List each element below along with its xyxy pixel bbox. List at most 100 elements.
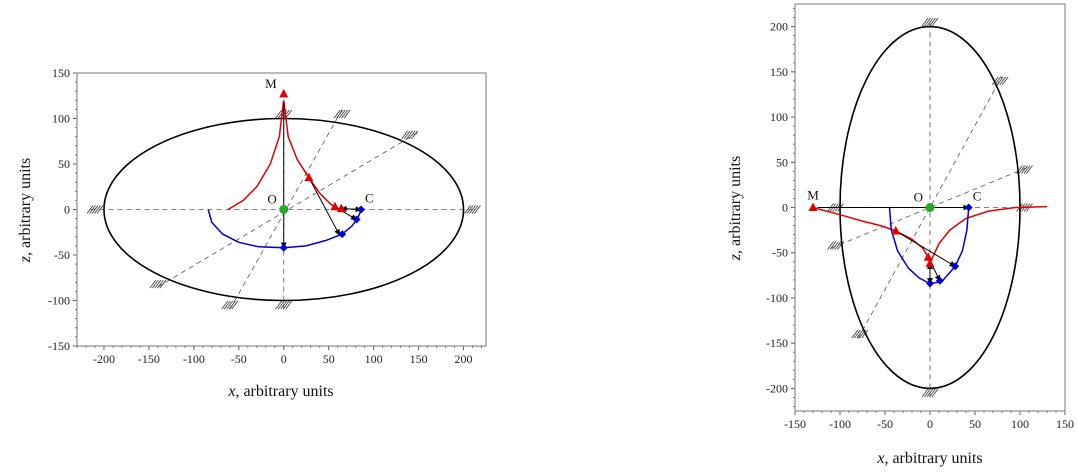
markers — [279, 88, 366, 252]
hatch-stroke — [924, 17, 931, 27]
hatch-stroke — [228, 300, 236, 310]
y-tick-label: -50 — [772, 246, 788, 260]
hatch-stroke — [226, 300, 234, 310]
hatch-stroke — [86, 205, 94, 214]
hatch-mark — [464, 205, 481, 214]
y-tick-label: -200 — [766, 381, 788, 395]
hatch-stroke — [931, 388, 939, 398]
blue-diamond-marker — [951, 262, 960, 271]
hatch-mark — [86, 205, 104, 214]
hatch-stroke — [280, 300, 288, 310]
hatch-stroke — [471, 205, 479, 214]
hatch-stroke — [149, 279, 157, 289]
hatch-stroke — [1001, 76, 1009, 86]
hatch-stroke — [829, 241, 837, 250]
blue-diamond-marker — [279, 243, 288, 252]
x-tick-label: -50 — [231, 352, 247, 366]
construction-line — [229, 109, 343, 310]
hatch-stroke — [343, 109, 351, 119]
blue-diamond-marker — [935, 276, 944, 285]
x-tick-label: -100 — [829, 417, 851, 431]
hatch-stroke — [89, 205, 96, 214]
construction-line — [157, 131, 419, 288]
hatch-stroke — [223, 300, 231, 310]
point-label-O: O — [267, 192, 276, 207]
hatch-stroke — [91, 205, 99, 214]
hatch-mark — [149, 279, 167, 289]
arrow — [895, 230, 956, 267]
point-label-C: C — [973, 189, 982, 204]
markers — [808, 202, 973, 288]
red-triangle-marker — [923, 252, 933, 261]
red-triangle-marker — [279, 88, 289, 98]
hatch-stroke — [827, 241, 834, 250]
hatch-stroke — [856, 329, 864, 339]
ticks: -200 -150 -100 -50 0 50 100 150 200 -150 -100 -50 0 5… — [48, 66, 483, 366]
x-tick-label: 50 — [323, 352, 335, 366]
x-tick-label: -50 — [877, 417, 893, 431]
blue-diamond-marker — [964, 203, 973, 212]
hatch-stroke — [231, 300, 239, 310]
red-triangle-marker — [925, 258, 935, 268]
red-triangle-marker — [808, 202, 818, 211]
hatch-mark — [401, 130, 418, 140]
x-axis-title: x, arbitrary units — [876, 450, 982, 467]
hatch-stroke — [338, 109, 346, 119]
red-triangle-marker — [336, 203, 346, 213]
hatch-stroke — [94, 205, 101, 214]
hatch-stroke — [411, 130, 418, 140]
x-tick-label: 0 — [281, 352, 287, 366]
green-origin-marker — [279, 205, 289, 214]
y-tick-label: 200 — [770, 20, 788, 34]
hatch-mark — [333, 109, 351, 119]
hatch-stroke — [159, 279, 167, 289]
hatch-stroke — [1018, 165, 1026, 174]
y-tick-label: -150 — [766, 336, 788, 350]
chart-right: -150 -100 -50 0 50 100 150 -200 -150 -100 -50 0 50 10… — [727, 3, 1074, 467]
hatch-stroke — [832, 241, 839, 250]
x-tick-label: -150 — [784, 417, 806, 431]
hatch-stroke — [1021, 165, 1028, 174]
hatch-stroke — [285, 300, 293, 310]
x-tick-label: 150 — [1056, 417, 1074, 431]
point-label-C: C — [365, 191, 374, 206]
hatch-stroke — [275, 109, 283, 119]
hatch-stroke — [853, 329, 861, 339]
hatch-stroke — [333, 109, 341, 119]
blue-diamond-marker — [338, 230, 347, 239]
x-tick-label: -150 — [138, 352, 160, 366]
blue-diamond-marker — [357, 205, 366, 214]
hatch-stroke — [403, 130, 411, 140]
y-axis-title: z, arbitrary units — [727, 156, 744, 261]
blue-diamond-marker — [352, 215, 361, 224]
hatch-stroke — [921, 17, 929, 27]
hatch-stroke — [996, 76, 1004, 86]
y-tick-label: 100 — [770, 110, 788, 124]
y-tick-label: -50 — [54, 248, 70, 262]
arrow — [308, 177, 340, 236]
hatch-stroke — [926, 17, 934, 27]
hatch-stroke — [921, 388, 929, 398]
hatch-stroke — [464, 205, 471, 214]
hatch-stroke — [929, 388, 936, 398]
point-labels: M O C — [265, 76, 374, 207]
hatch-stroke — [469, 205, 476, 214]
x-tick-label: -200 — [93, 352, 115, 366]
x-axis-title: x, arbitrary units — [227, 383, 333, 400]
x-tick-label: 100 — [1011, 417, 1029, 431]
hatch-stroke — [275, 300, 283, 310]
y-tick-label: 50 — [58, 157, 70, 171]
y-tick-label: 150 — [770, 65, 788, 79]
point-label-O: O — [914, 190, 923, 205]
point-label-M: M — [265, 76, 277, 91]
hatch-stroke — [929, 17, 936, 27]
hatch-stroke — [851, 329, 859, 339]
hatch-stroke — [834, 241, 842, 250]
hatch-stroke — [408, 130, 416, 140]
hatch-stroke — [466, 205, 474, 214]
x-tick-label: 100 — [365, 352, 383, 366]
hatch-stroke — [341, 109, 348, 119]
y-tick-label: -100 — [48, 294, 70, 308]
y-tick-label: -150 — [48, 339, 70, 353]
